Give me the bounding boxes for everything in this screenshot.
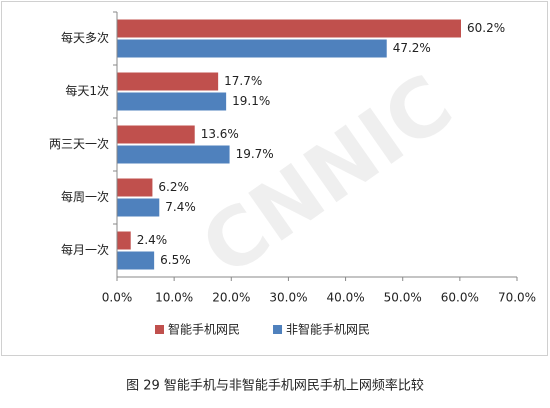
bar [117, 178, 153, 197]
chart-border [1, 1, 548, 356]
value-label: 7.4% [165, 200, 196, 214]
bar [117, 19, 461, 38]
x-tick-label: 0.0% [102, 291, 133, 305]
caption: 图 29 智能手机与非智能手机网民手机上网频率比较 [126, 378, 424, 394]
bar [117, 72, 219, 91]
legend-label: 非智能手机网民 [286, 322, 370, 337]
x-tick-label: 40.0% [327, 291, 365, 305]
x-tick-label: 70.0% [498, 291, 536, 305]
legend-swatch [155, 325, 164, 334]
bar [117, 125, 195, 144]
y-tick-label: 每天多次 [61, 30, 109, 45]
value-label: 60.2% [467, 21, 505, 35]
x-tick-label: 20.0% [212, 291, 250, 305]
bar [117, 92, 227, 111]
value-label: 17.7% [224, 74, 262, 88]
value-label: 47.2% [393, 41, 431, 55]
value-label: 2.4% [137, 233, 168, 247]
legend-swatch [273, 325, 283, 334]
x-tick-label: 60.0% [441, 291, 479, 305]
x-tick-label: 50.0% [384, 291, 422, 305]
y-tick-label: 每周一次 [61, 189, 109, 204]
y-tick-label: 每月一次 [61, 242, 109, 257]
legend-label: 智能手机网民 [168, 322, 240, 337]
bar [117, 145, 230, 164]
x-tick-label: 30.0% [269, 291, 307, 305]
value-label: 19.7% [236, 147, 274, 161]
x-tick-label: 10.0% [155, 291, 193, 305]
bar [117, 198, 160, 217]
bar [117, 231, 131, 250]
value-label: 13.6% [201, 127, 239, 141]
value-label: 6.2% [158, 180, 189, 194]
bar [117, 39, 387, 58]
value-label: 6.5% [160, 253, 191, 267]
watermark: CNNIC [185, 57, 469, 294]
y-tick-label: 每天1次 [65, 83, 109, 98]
bar [117, 251, 155, 270]
value-label: 19.1% [232, 94, 270, 108]
y-tick-label: 两三天一次 [49, 137, 109, 151]
